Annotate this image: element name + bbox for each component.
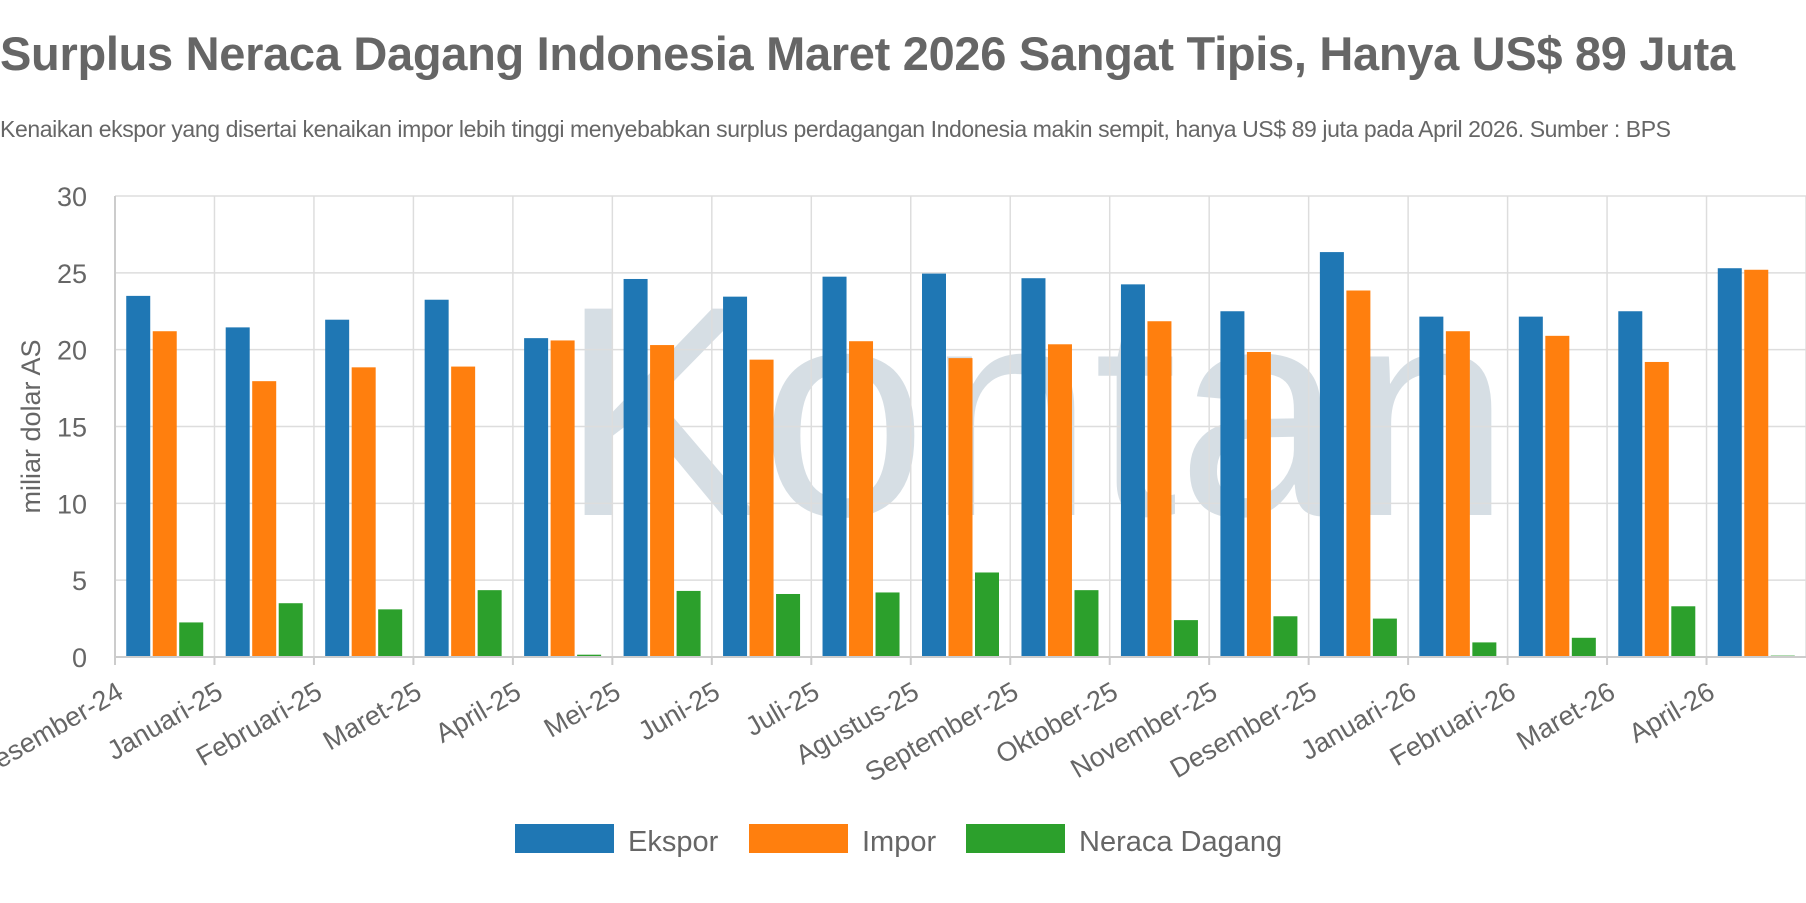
- legend-label-impor: Impor: [862, 826, 936, 858]
- x-tick-label: Maret-25: [318, 676, 427, 756]
- bar-neraca-dagang: [477, 590, 502, 657]
- bar-ekspor: [1220, 311, 1245, 657]
- bar-ekspor: [325, 319, 350, 657]
- bars: [126, 252, 1795, 658]
- legend-swatch-ekspor: [515, 824, 614, 853]
- bar-impor: [1147, 321, 1172, 657]
- x-tick-label: Juni-25: [633, 676, 725, 746]
- bar-neraca-dagang: [1173, 620, 1198, 657]
- bar-ekspor: [524, 338, 549, 657]
- legend: Ekspor Impor Neraca Dagang: [515, 824, 1282, 858]
- bar-ekspor: [1021, 278, 1046, 657]
- bar-ekspor: [1717, 268, 1742, 657]
- x-tick-label: April-26: [1624, 676, 1720, 749]
- bar-neraca-dagang: [278, 603, 303, 657]
- bar-neraca-dagang: [975, 572, 999, 657]
- y-tick-label: 25: [57, 259, 87, 289]
- legend-swatch-impor: [749, 824, 848, 853]
- bar-impor: [1644, 361, 1669, 657]
- bar-ekspor: [1618, 311, 1643, 657]
- bar-neraca-dagang: [676, 590, 701, 657]
- bar-neraca-dagang: [1372, 618, 1397, 657]
- bar-impor: [1246, 351, 1271, 657]
- bar-impor: [1744, 269, 1769, 657]
- bar-impor: [1346, 290, 1371, 657]
- bar-neraca-dagang: [1074, 590, 1099, 657]
- bar-ekspor: [126, 295, 151, 657]
- x-tick-label: Desember-24: [0, 676, 128, 784]
- bar-impor: [1545, 335, 1570, 657]
- legend-label-neraca-dagang: Neraca Dagang: [1079, 826, 1282, 858]
- y-axis-label: miliar dolar AS: [16, 339, 46, 513]
- legend-label-ekspor: Ekspor: [628, 826, 719, 858]
- bar-ekspor: [623, 278, 648, 657]
- y-tick-label: 10: [57, 489, 87, 519]
- bar-impor: [749, 359, 774, 657]
- bar-impor: [252, 381, 277, 657]
- bar-impor: [948, 358, 973, 657]
- bar-neraca-dagang: [1571, 637, 1596, 657]
- y-tick-label: 20: [57, 336, 87, 366]
- bar-neraca-dagang: [1273, 616, 1298, 657]
- x-tick-label: Mei-25: [539, 676, 625, 743]
- bar-ekspor: [1319, 252, 1344, 658]
- x-tick-label: Maret-26: [1511, 676, 1620, 756]
- y-tick-label: 30: [57, 182, 87, 212]
- bar-ekspor: [1120, 284, 1145, 657]
- bar-impor: [152, 331, 177, 657]
- bar-neraca-dagang: [577, 654, 602, 657]
- bar-ekspor: [822, 276, 847, 657]
- bar-impor: [1047, 344, 1072, 657]
- bar-ekspor: [1419, 316, 1444, 657]
- bar-impor: [1445, 331, 1470, 657]
- bar-neraca-dagang: [179, 622, 204, 657]
- bar-impor: [550, 340, 575, 657]
- chart-subtitle: Kenaikan ekspor yang disertai kenaikan i…: [0, 116, 1671, 142]
- bar-neraca-dagang: [776, 593, 801, 657]
- chart-title: Surplus Neraca Dagang Indonesia Maret 20…: [0, 27, 1735, 80]
- bar-impor: [849, 341, 874, 657]
- bar-neraca-dagang: [875, 592, 900, 657]
- bar-ekspor: [424, 299, 449, 657]
- bar-impor: [650, 345, 675, 657]
- bar-ekspor: [723, 296, 748, 657]
- legend-swatch-neraca-dagang: [966, 824, 1065, 853]
- bar-neraca-dagang: [378, 609, 403, 657]
- y-tick-label: 5: [72, 566, 87, 596]
- bar-neraca-dagang: [1472, 642, 1497, 657]
- x-tick-label: April-25: [430, 676, 526, 749]
- y-tick-label: 0: [72, 643, 87, 673]
- bar-ekspor: [922, 273, 946, 657]
- bar-impor: [351, 367, 376, 657]
- bar-impor: [451, 366, 476, 657]
- bar-neraca-dagang: [1671, 606, 1696, 657]
- y-tick-label: 15: [57, 413, 87, 443]
- bar-ekspor: [225, 327, 250, 657]
- bar-ekspor: [1518, 316, 1543, 657]
